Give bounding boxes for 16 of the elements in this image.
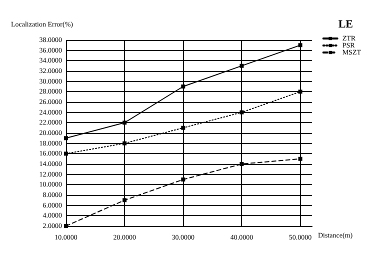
point: [64, 224, 68, 228]
point: [64, 136, 68, 140]
point: [181, 84, 186, 88]
text: LE: [338, 18, 354, 30]
point: [181, 126, 186, 130]
point: [240, 110, 244, 114]
point: [122, 141, 127, 146]
point: [240, 64, 244, 68]
point: [181, 178, 186, 182]
point: [298, 156, 302, 161]
point: [298, 43, 302, 48]
point: [64, 152, 68, 156]
point: [122, 120, 127, 125]
point: [240, 162, 244, 166]
point: [298, 90, 302, 94]
point: [122, 198, 127, 202]
